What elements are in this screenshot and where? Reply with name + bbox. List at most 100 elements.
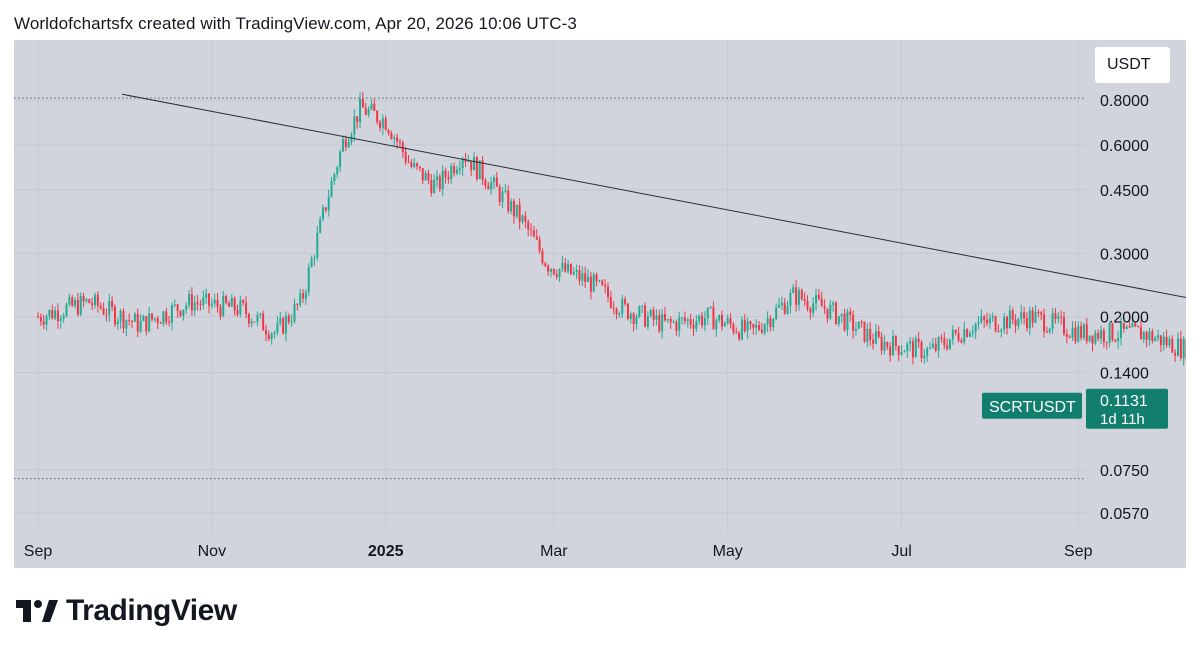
candle-body [302,293,305,299]
candle-body [108,300,111,315]
candle-body [165,311,168,322]
candle-body [609,296,612,308]
candle-body [783,302,786,314]
candle-body [122,310,125,329]
candle-body [427,172,430,181]
time-axis-label: May [713,543,743,560]
candle-body [1159,335,1162,346]
candle-body [225,296,228,303]
candle-body [361,98,364,108]
candle-body [612,307,615,310]
candle-body [897,346,900,355]
candle-body [1145,332,1148,340]
candle-body [1097,332,1100,339]
candle-body [447,177,450,180]
candle-body [729,318,732,325]
candle-body [986,319,989,324]
candle-body [222,296,225,317]
candle-body [743,319,746,332]
candle-body [156,318,159,323]
candle-body [809,308,812,313]
candle-body [644,305,647,327]
candle-body [977,321,980,324]
candle-body [1000,329,1003,332]
candle-body [706,307,709,319]
time-axis-label: Jul [891,543,911,560]
candle-body [490,182,493,190]
price-chart[interactable]: 0.8000 0.6000 0.4500 0.3000 0.2000 0.1400 0.07… [14,40,1186,568]
candle-body [795,287,798,305]
candle-body [102,308,105,315]
candle-body [1057,316,1060,320]
candle-body [82,296,85,302]
candle-body [675,321,678,331]
candle-body [202,297,205,306]
candle-body [319,219,322,233]
candle-body [373,103,376,111]
candle-body [789,292,792,306]
candle-body [347,141,350,148]
candle-body [664,313,666,321]
candle-body [113,306,116,325]
candle-body [624,299,627,304]
candle-body [698,315,701,322]
candle-body [270,333,273,339]
candle-body [943,338,946,346]
candle-body [230,297,233,307]
candle-body [424,172,427,181]
price-axis-label: 0.0750 [1100,463,1149,480]
candle-body [1137,326,1140,328]
candle-body [176,304,179,311]
candle-body [515,204,518,217]
candle-body [735,332,738,334]
candle-body [68,297,71,305]
candle-body [267,334,270,339]
candle-body [709,307,712,309]
candle-body [393,137,396,140]
candle-body [210,303,213,306]
candle-body [949,339,951,349]
currency-selector[interactable]: USDT [1094,46,1171,84]
candle-body [920,341,923,359]
candle-body [946,345,949,349]
candle-body [797,290,800,305]
candle-body [1011,310,1014,320]
candle-body [79,296,82,315]
candle-body [1134,323,1137,327]
candle-body [76,299,79,315]
candle-body [436,176,438,180]
candle-body [775,307,778,319]
candle-body [37,316,39,318]
candle-body [193,302,196,311]
candle-body [538,239,541,252]
time-axis-label: Mar [540,543,568,560]
candle-body [484,180,487,186]
price-axis-label: 0.3000 [1100,246,1149,263]
candle-body [954,329,957,334]
candle-body [561,263,564,269]
candle-body [344,139,347,148]
candle-body [712,307,715,330]
candle-body [666,318,669,321]
candle-body [874,331,877,344]
candle-body [572,272,575,275]
candle-body [646,316,649,327]
price-axis-label: 0.1400 [1100,365,1149,382]
candle-body [683,317,686,322]
candle-body [837,315,840,325]
candle-body [564,263,567,272]
candle-body [968,333,971,337]
price-axis: 0.8000 0.6000 0.4500 0.3000 0.2000 0.1400 0.07… [1100,93,1149,523]
chart-area[interactable]: 0.8000 0.6000 0.4500 0.3000 0.2000 0.1400 0.07… [14,40,1186,568]
candle-body [686,319,689,322]
candle-body [883,342,886,351]
candle-body [418,166,421,168]
candle-body [455,169,458,174]
candle-body [672,321,675,323]
candle-body [626,303,629,319]
candle-body [963,329,966,343]
candle-body [1060,316,1063,318]
candle-body [914,338,917,358]
candle-body [695,321,698,329]
candle-body [398,141,401,143]
